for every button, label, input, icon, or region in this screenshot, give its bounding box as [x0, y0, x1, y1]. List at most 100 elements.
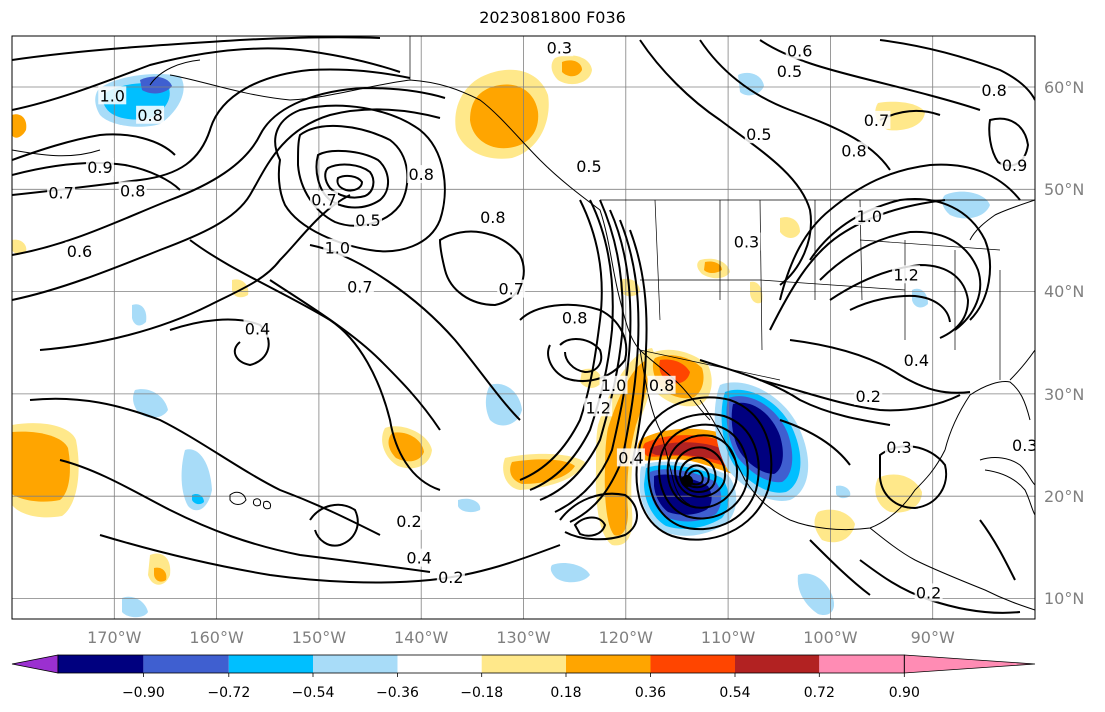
contour-label: 0.5	[576, 157, 601, 176]
contour-label: 1.2	[893, 265, 918, 284]
contour-label-bg	[584, 398, 613, 417]
colorbar-tick-label: −0.90	[122, 685, 165, 701]
contour-label-bg	[545, 38, 574, 57]
contour-label: 0.3	[886, 438, 911, 457]
contour-label-bg	[405, 548, 434, 567]
lon-label-140w: 140°W	[394, 628, 449, 647]
contour-label: 0.4	[618, 448, 643, 467]
contour-label-bg	[732, 232, 761, 251]
contour-label-bg	[1000, 155, 1029, 174]
contour-label-bg	[855, 207, 884, 226]
contour-label-bg	[744, 125, 773, 144]
map-panel: 0.3 0.6 0.5 0.8 0.5 0.7 0.8 0.9 0.5 1.0 1.2 0.3 1.0 0…	[12, 36, 1035, 619]
contour-label: 1.0	[100, 86, 125, 105]
colorbar-bin	[566, 655, 651, 673]
colorbar-tick-label: 0.18	[550, 685, 581, 701]
contour-label: 1.0	[857, 207, 882, 226]
contour-label: 0.2	[438, 568, 463, 587]
contour-label: 0.7	[347, 278, 372, 297]
contour-label-bg	[243, 319, 272, 338]
contour-label-bg	[574, 156, 603, 175]
contour-label-bg	[47, 183, 76, 202]
contour-label-bg	[980, 81, 1009, 100]
contour-label: 0.7	[864, 111, 889, 130]
contour-label: 0.6	[67, 242, 92, 261]
colorbar-tick-label: −0.54	[292, 685, 335, 701]
graticule	[12, 36, 1035, 619]
lat-label-40n: 40°N	[1044, 282, 1084, 301]
lon-label-150w: 150°W	[292, 628, 347, 647]
contour-label: 0.2	[396, 512, 421, 531]
contour-label: 0.3	[547, 38, 572, 57]
contour-label: 0.8	[120, 181, 145, 200]
contour-label: 0.9	[1002, 156, 1027, 175]
colorbar-bin	[228, 655, 313, 673]
contour-label: 0.5	[746, 125, 771, 144]
contour-label: 0.9	[87, 158, 112, 177]
colorbar-bin	[143, 655, 229, 673]
contour-label: 0.2	[916, 583, 941, 602]
lon-label-130w: 130°W	[496, 628, 551, 647]
contour-label-bg	[394, 511, 423, 530]
contour-label: 0.7	[498, 280, 523, 299]
lat-label-10n: 10°N	[1044, 589, 1084, 608]
contour-label: 1.2	[585, 398, 610, 417]
contour-label-bg	[884, 438, 913, 457]
contour-label-group: 0.3 0.6 0.5 0.8 0.5 0.7 0.8 0.9 0.5 1.0 1.2 0.3 1.0 0…	[47, 38, 1035, 602]
colorbar-tick-label: −0.18	[460, 685, 503, 701]
contour-label-bg	[98, 86, 127, 105]
contour-lines	[12, 36, 1035, 614]
contour-label-bg	[136, 105, 165, 124]
contour-label-bg	[345, 277, 374, 296]
contour-label-bg	[854, 387, 883, 406]
contour-label: 0.4	[904, 351, 929, 370]
contour-label: 0.4	[406, 549, 431, 568]
lat-label-50n: 50°N	[1044, 180, 1084, 199]
contour-label: 0.7	[311, 191, 336, 210]
contour-label-bg	[647, 375, 676, 394]
contour-label-bg	[310, 190, 339, 209]
lat-label-60n: 60°N	[1044, 78, 1084, 97]
contour-label-bg	[354, 211, 383, 230]
contour-label: 0.5	[777, 62, 802, 81]
contour-label: 0.8	[841, 142, 866, 161]
contour-label-bg	[497, 279, 526, 298]
colorbar-extend-max	[903, 654, 1036, 674]
contour-label-bg	[85, 157, 114, 176]
colorbar-tick-label: −0.36	[376, 685, 419, 701]
colorbar-tick-label: −0.72	[207, 685, 250, 701]
storm-center-marker	[681, 475, 693, 487]
lon-label-100w: 100°W	[803, 628, 858, 647]
contour-label-bg	[892, 265, 921, 284]
contour-label-bg	[902, 351, 931, 370]
colorbar-bin	[397, 655, 482, 673]
colorbar-tick-label: 0.54	[719, 685, 750, 701]
colorbar-bin	[819, 655, 905, 673]
contour-label: 0.7	[48, 183, 73, 202]
contour-label: 1.0	[601, 376, 626, 395]
colorbar-bin	[313, 655, 398, 673]
colorbar-tick-label: 0.90	[889, 685, 920, 701]
contour-label-bg	[407, 165, 436, 184]
colorbar-bin	[481, 655, 566, 673]
contour-label-bg	[616, 448, 645, 467]
contour-label-bg	[862, 110, 891, 129]
lat-label-30n: 30°N	[1044, 385, 1084, 404]
longitude-axis: 170°W 160°W 150°W 140°W 130°W 120°W 110°…	[87, 628, 955, 647]
lon-label-120w: 120°W	[599, 628, 654, 647]
contour-label-bg	[775, 61, 804, 80]
contour-label-bg	[785, 41, 814, 60]
contour-label: 0.8	[562, 308, 587, 327]
lon-label-90w: 90°W	[911, 628, 955, 647]
contour-label-bg	[839, 141, 868, 160]
contour-label: 0.8	[137, 106, 162, 125]
contour-label-bg	[1010, 436, 1035, 455]
contour-label: 0.2	[856, 387, 881, 406]
map-frame	[11, 35, 1036, 620]
contour-label-bg	[560, 308, 589, 327]
contour-label: 0.8	[649, 376, 674, 395]
colorbar-tick-label: 0.72	[804, 685, 835, 701]
contour-label-bg	[118, 181, 147, 200]
colorbar-bin	[735, 655, 820, 673]
